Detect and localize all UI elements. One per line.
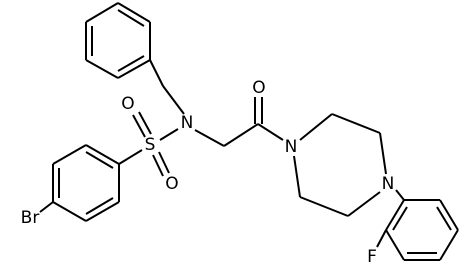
- atom-label: S: [145, 135, 156, 155]
- atom-label: N: [181, 113, 194, 133]
- atom-label: F: [367, 247, 377, 267]
- atom-label: O: [252, 78, 265, 98]
- atom-label: N: [285, 137, 298, 157]
- bonds: [39, 2, 459, 261]
- atom-label: O: [121, 94, 134, 114]
- atom-label: O: [165, 174, 178, 194]
- atom-label: N: [382, 174, 395, 194]
- atom-label: Br: [21, 208, 40, 228]
